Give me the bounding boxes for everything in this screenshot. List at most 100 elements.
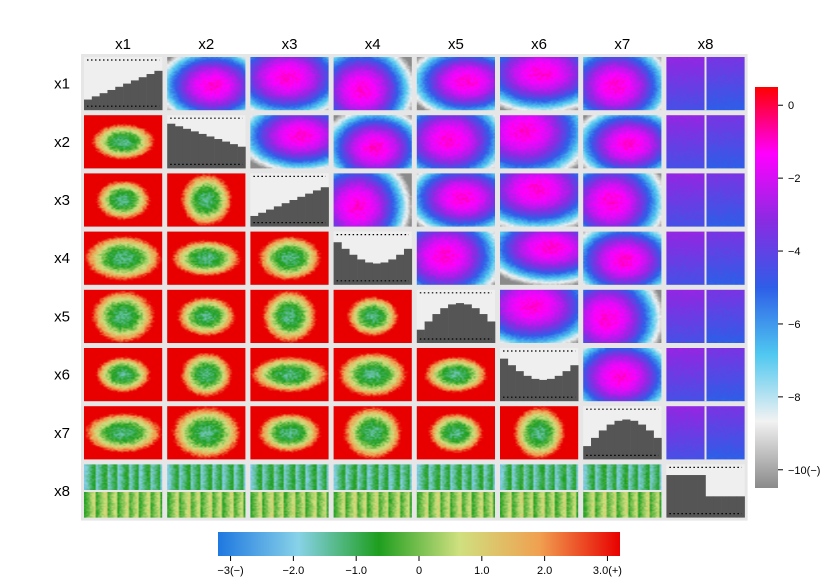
diagonal-cell-x4 — [333, 231, 413, 285]
diagonal-bar — [705, 496, 714, 518]
lower-cell-x3-x2 — [167, 173, 246, 227]
upper-colorbar-ramp — [755, 87, 778, 488]
lower-cell-x6-x5 — [416, 348, 495, 402]
row-labels: x1 x2 x3 x4 x5 x6 x7 x8 — [54, 76, 70, 500]
diagonal-bar — [258, 212, 267, 227]
diagonal-bar — [630, 420, 639, 460]
diagonal-cell-x8 — [666, 464, 745, 518]
diagonal-bar — [364, 262, 373, 285]
upper-cell-x3-x7 — [583, 173, 662, 227]
lower-cell-x6-x1 — [84, 348, 163, 402]
diagonal-bar — [689, 475, 698, 518]
upper-cell-x5-x6 — [500, 289, 579, 343]
diagonal-bar — [123, 83, 132, 111]
upper-cell-x3-x5 — [416, 173, 495, 227]
diagonal-bar — [471, 308, 480, 343]
diagonal-bar — [713, 496, 722, 518]
diagonal-bar — [380, 262, 389, 285]
diagonal-bar — [606, 424, 615, 460]
diagonal-bar — [479, 314, 488, 343]
lower-cell-x6-x4 — [333, 348, 412, 402]
lower-cell-x3-x1 — [84, 173, 163, 227]
diagonal-bar — [221, 141, 231, 169]
diagonal-bar — [237, 146, 246, 169]
lower-colorbar-tick-label: 2.0 — [537, 565, 552, 577]
diagonal-bar — [349, 254, 358, 285]
upper-cell-x2-x5 — [416, 115, 495, 169]
column-label: x6 — [531, 36, 547, 53]
diagonal-bar — [115, 86, 124, 111]
matrix-cells — [84, 57, 745, 518]
diagonal-bar — [84, 99, 93, 111]
diagonal-bar — [622, 419, 631, 460]
upper-cell-x1-x5 — [416, 57, 495, 111]
diagonal-bar — [372, 263, 381, 285]
upper-colorbar-tick-label: −4 — [788, 246, 801, 258]
lower-cell-x5-x2 — [167, 289, 246, 343]
column-label: x8 — [698, 36, 714, 53]
diagonal-bar — [697, 475, 706, 518]
column-label: x4 — [365, 36, 381, 53]
row-label: x1 — [54, 76, 70, 93]
lower-cell-x5-x1 — [84, 289, 163, 343]
lower-cell-x4-x1 — [84, 231, 163, 285]
row-label: x2 — [54, 134, 70, 151]
diagonal-bar — [666, 475, 675, 518]
diagonal-bar — [637, 424, 647, 460]
lower-cell-x5-x3 — [250, 289, 329, 343]
upper-cell-x2-x7 — [583, 115, 662, 169]
lower-cell-x7-x6 — [500, 406, 579, 460]
diagonal-bar — [432, 314, 441, 343]
upper-cell-x2-x4 — [333, 115, 412, 169]
diagonal-bar — [99, 93, 108, 111]
column-labels: x1 x2 x3 x4 x5 x6 x7 x8 — [115, 36, 713, 53]
diagonal-bar — [721, 496, 730, 518]
diagonal-bar — [396, 254, 405, 285]
row-label: x7 — [54, 425, 70, 442]
upper-cell-x4-x7 — [583, 231, 662, 285]
lower-colorbar-tick-label: 0 — [416, 565, 422, 577]
upper-colorbar-tick-label: −6 — [788, 319, 801, 331]
diagonal-bar — [333, 242, 342, 285]
lower-colorbar-tick-label: 1.0 — [474, 565, 489, 577]
diagonal-bar — [297, 196, 306, 227]
diagonal-bar — [500, 358, 509, 402]
diagonal-bar — [289, 200, 298, 227]
upper-colorbar-tick-label: −2 — [788, 173, 801, 185]
column-label: x3 — [282, 36, 298, 53]
diagonal-bar — [455, 303, 465, 343]
lower-colorbar: −3(−) −2.0 −1.0 0 1.0 2.0 3.0(+) — [217, 532, 622, 577]
lower-cell-x7-x1 — [84, 406, 163, 460]
diagonal-bar — [107, 89, 116, 111]
diagonal-bar — [341, 248, 350, 285]
upper-cell-x3-x6 — [500, 173, 579, 227]
upper-cell-x1-x4 — [333, 57, 412, 111]
diagonal-bar — [523, 375, 532, 402]
diagonal-bar — [182, 128, 191, 169]
diagonal-bar — [130, 80, 140, 111]
diagonal-bar — [91, 96, 100, 111]
lower-colorbar-tick-label: −2.0 — [283, 565, 305, 577]
diagonal-bar — [554, 375, 563, 402]
diagonal-bar — [463, 304, 472, 343]
upper-cell-x1-x6 — [500, 57, 579, 111]
lower-colorbar-ramp — [218, 532, 620, 556]
diagonal-bar — [198, 133, 207, 169]
diagonal-bar — [507, 365, 516, 402]
diagonal-bar — [388, 259, 397, 285]
column-label: x2 — [198, 36, 214, 53]
lower-cell-x7-x4 — [333, 406, 412, 460]
diagonal-bar — [570, 365, 579, 402]
diagonal-bar — [138, 77, 147, 111]
row-label: x6 — [54, 367, 70, 384]
column-label: x5 — [448, 36, 464, 53]
diagonal-bar — [674, 475, 683, 518]
diagonal-bar — [546, 378, 556, 402]
diagonal-bar — [403, 248, 413, 285]
diagonal-cell-x1 — [84, 57, 163, 111]
lower-cell-x7-x2 — [167, 406, 246, 460]
diagonal-bar — [305, 193, 314, 227]
lower-cell-x2-x1 — [84, 115, 163, 169]
diagonal-bar — [562, 371, 571, 402]
